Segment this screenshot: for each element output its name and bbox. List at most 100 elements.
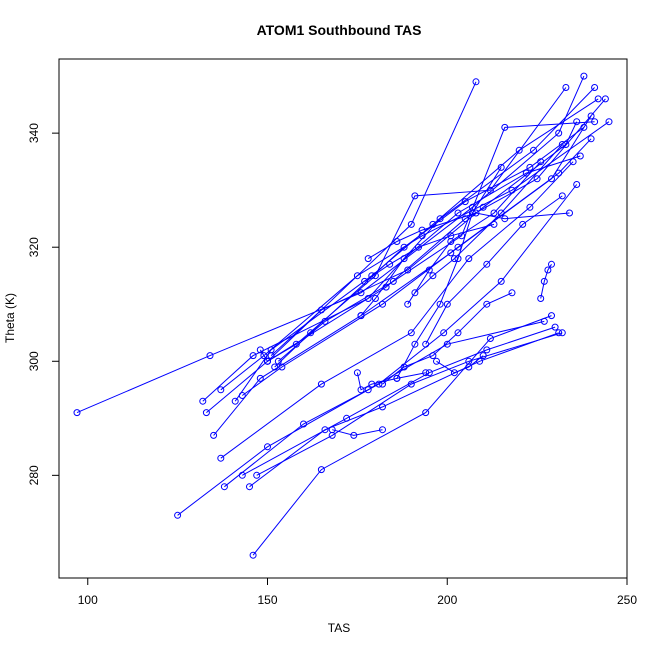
data-point (210, 431, 218, 439)
data-point (472, 209, 480, 217)
data-point (317, 306, 325, 314)
data-point (393, 238, 401, 245)
data-point (522, 169, 530, 177)
series-line-29 (540, 264, 552, 299)
series-line-28 (360, 155, 581, 316)
x-tick-label: 150 (257, 593, 277, 607)
series-line-18 (256, 332, 563, 476)
data-point (217, 454, 225, 462)
data-point (206, 352, 214, 360)
data-point (548, 260, 555, 268)
data-point (515, 146, 523, 154)
data-point (573, 181, 581, 188)
data-point (350, 431, 358, 439)
data-point (447, 232, 455, 240)
data-point (393, 374, 401, 382)
data-point (454, 209, 462, 217)
data-point (425, 266, 433, 274)
data-point (605, 118, 613, 126)
data-point (418, 226, 426, 234)
series-line-31 (436, 355, 484, 374)
data-point (580, 72, 588, 80)
data-point (379, 380, 386, 388)
data-point (375, 380, 383, 388)
data-point (562, 141, 570, 148)
x-tick-label: 250 (617, 593, 637, 607)
data-point (249, 551, 257, 559)
data-point (587, 112, 595, 120)
data-point (558, 141, 566, 148)
data-point (450, 255, 458, 263)
data-point (562, 84, 570, 91)
series-line-15 (177, 320, 545, 516)
data-point (407, 220, 415, 228)
series-line-26 (364, 223, 495, 282)
data-point (321, 426, 329, 434)
data-point (429, 272, 437, 280)
series-line-25 (414, 144, 563, 294)
data-point (411, 289, 419, 297)
data-point (249, 352, 257, 360)
series-line-7 (242, 138, 592, 396)
series-line-9 (267, 87, 567, 362)
x-tick-label: 200 (437, 593, 457, 607)
data-point (400, 243, 408, 251)
data-point (483, 260, 491, 268)
data-point (483, 300, 491, 308)
data-point (533, 175, 541, 183)
data-point (591, 84, 599, 91)
data-point (364, 295, 372, 302)
series-line-12 (274, 126, 585, 368)
data-point (601, 95, 609, 103)
data-point (246, 483, 253, 491)
series-line-20 (332, 429, 383, 436)
data-point (548, 175, 555, 183)
data-point (422, 369, 430, 377)
data-point (436, 300, 444, 308)
data-point (238, 392, 246, 399)
data-point (389, 277, 397, 285)
data-point (465, 255, 473, 263)
data-point (555, 129, 563, 137)
data-point (400, 255, 408, 263)
data-point (264, 443, 271, 451)
data-point (490, 209, 498, 217)
data-point (407, 329, 415, 337)
data-point (558, 329, 566, 337)
data-point (580, 123, 588, 131)
y-tick-label: 300 (27, 351, 41, 371)
data-point (576, 152, 584, 160)
data-point (558, 192, 566, 200)
data-point (357, 312, 365, 320)
data-point (526, 203, 534, 211)
data-point (497, 209, 505, 217)
data-point (540, 277, 548, 285)
data-point (217, 386, 225, 394)
data-point (231, 397, 239, 405)
data-point (526, 163, 534, 171)
data-point (353, 272, 361, 280)
data-point (411, 340, 419, 348)
plot-frame (58, 58, 628, 579)
data-point (364, 386, 372, 394)
data-point (486, 335, 494, 342)
data-point (440, 329, 448, 337)
data-point (199, 397, 207, 405)
data-point (253, 471, 261, 479)
data-point (317, 380, 325, 388)
y-tick-label: 340 (27, 123, 41, 143)
data-point (497, 277, 505, 285)
data-point (256, 374, 264, 382)
data-point (271, 363, 279, 371)
data-point (174, 511, 182, 519)
data-point (548, 312, 555, 320)
series-line-30 (425, 195, 563, 345)
data-point (321, 317, 329, 325)
data-point (537, 295, 545, 302)
data-point (566, 209, 573, 217)
data-point (461, 198, 469, 206)
series-line-16 (242, 326, 556, 476)
data-point (300, 420, 307, 428)
data-point (386, 260, 394, 268)
